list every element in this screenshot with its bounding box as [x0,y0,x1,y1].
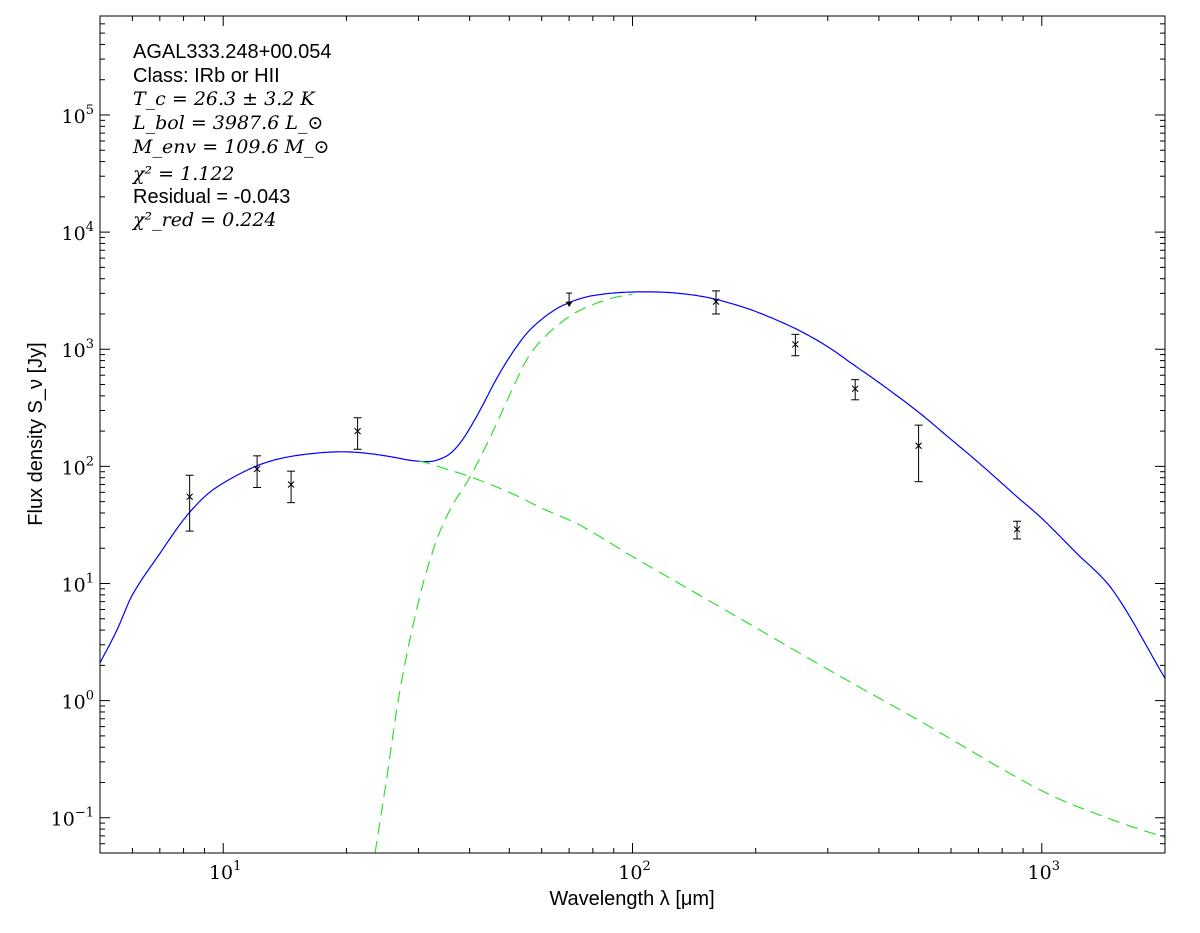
point-marker [253,465,261,473]
luminosity-label: L_bol = 3987.6 L_⊙ [132,112,323,134]
temperature-label: T_c = 26.3 ± 3.2 K [133,88,316,110]
reduced-chi-squared-label: χ²_red = 0.224 [131,209,277,231]
x-major-ticks [222,16,1043,853]
data-point [914,424,923,483]
point-marker [851,385,859,393]
point-marker [354,427,361,435]
residual-label: Residual = -0.043 [133,186,290,208]
data-point [253,455,262,488]
fit-component-curve [418,460,1165,838]
y-tick-label: 105 [62,103,94,128]
point-marker [287,481,295,488]
point-marker [915,442,922,450]
y-major-ticks [100,114,1165,819]
chi-squared-label: χ² = 1.122 [131,163,235,185]
upper-limit-marker [565,292,573,308]
point-marker [186,493,194,501]
data-point [185,474,194,532]
fit-annotations: AGAL333.248+00.054 Class: IRb or HII T_c… [131,41,332,231]
source-class: Class: IRb or HII [133,65,280,87]
x-tick-label: 102 [618,859,650,884]
x-axis-label: Wavelength λ [μm] [549,888,714,910]
x-tick-label: 101 [209,859,241,884]
plot-background [100,16,1165,853]
data-points [185,290,1022,540]
total-fit-curve [100,291,1165,679]
y-tick-labels: 10−1 100 101 102 103 104 105 [51,103,94,831]
x-tick-label: 103 [1028,859,1060,884]
data-point [1013,520,1022,540]
y-tick-label: 104 [62,220,94,245]
y-tick-label: 101 [62,571,94,596]
x-tick-labels: 101 102 103 [209,859,1060,884]
y-axis-label: Flux density S_ν [Jy] [25,342,47,525]
point-marker [792,341,799,348]
point-marker [1013,525,1021,533]
data-point [851,379,860,401]
plot-frame [99,15,1166,854]
point-marker [712,298,720,305]
y-tick-label: 10−1 [51,806,94,831]
upper-limit-arrow [565,301,573,308]
data-point [791,333,800,357]
envelope-mass-label: M_env = 109.6 M_⊙ [132,136,329,158]
data-point [287,470,296,504]
fit-component-curve [374,293,633,853]
y-tick-label: 103 [62,337,94,362]
x-minor-ticks [131,16,1024,853]
data-point [353,417,362,450]
y-minor-ticks [100,23,1165,845]
data-point [712,290,721,315]
source-name: AGAL333.248+00.054 [133,41,332,63]
fit-curves [100,291,1165,853]
y-tick-label: 102 [62,454,94,479]
y-tick-label: 100 [62,689,94,714]
